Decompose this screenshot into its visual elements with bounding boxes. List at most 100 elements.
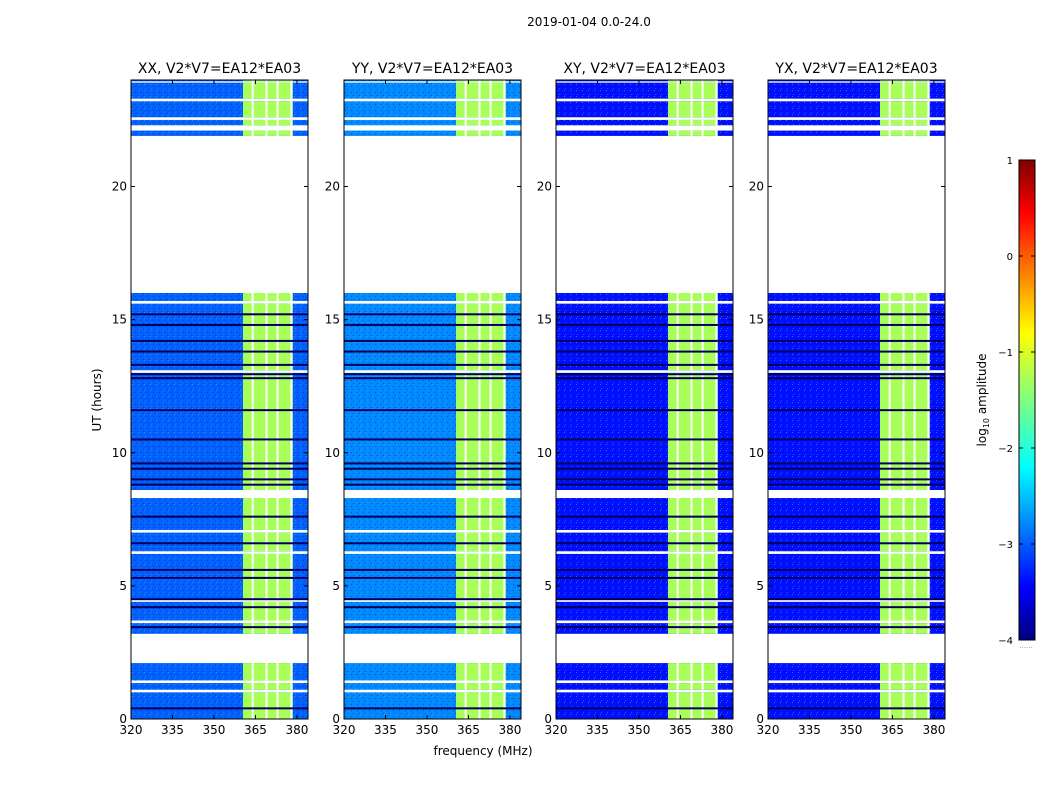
- flag-line: [131, 707, 308, 710]
- flagged-channel: [676, 130, 679, 136]
- rfi-band: [668, 692, 718, 719]
- flagged-channel: [503, 119, 506, 126]
- colorbar-footnote: ......: [1019, 642, 1032, 650]
- flagged-channel: [503, 130, 506, 136]
- rfi-band: [456, 498, 506, 530]
- flagged-channel: [290, 601, 293, 621]
- flag-line: [768, 606, 945, 609]
- rfi-band: [456, 80, 506, 82]
- x-tick-label: 320: [757, 723, 780, 737]
- flag-line: [131, 462, 308, 465]
- flag-line: [131, 576, 308, 579]
- rfi-band: [880, 80, 930, 82]
- rfi-band: [243, 101, 293, 118]
- colorbar-gradient: [1018, 159, 1036, 641]
- y-tick-label: 0: [332, 712, 340, 726]
- flag-line: [131, 373, 308, 376]
- flagged-channel: [290, 293, 293, 301]
- flagged-channel: [701, 601, 704, 621]
- flagged-channel: [489, 130, 492, 136]
- flag-line: [344, 462, 521, 465]
- flagged-channel: [265, 293, 268, 301]
- flagged-channel: [503, 293, 506, 301]
- flagged-channel: [251, 372, 254, 491]
- flagged-channel: [676, 623, 679, 634]
- flagged-channel: [503, 683, 506, 690]
- flag-line: [556, 323, 733, 326]
- flagged-channel: [927, 692, 930, 719]
- flagged-channel: [265, 80, 268, 82]
- data-texture: [344, 623, 521, 634]
- flagged-channel: [913, 498, 916, 530]
- flag-line: [768, 483, 945, 486]
- rfi-band: [668, 553, 718, 600]
- data-texture: [131, 130, 308, 136]
- flag-line: [556, 462, 733, 465]
- flag-line: [131, 483, 308, 486]
- flagged-channel: [290, 80, 293, 82]
- flagged-channel: [464, 498, 467, 530]
- flagged-channel: [902, 692, 905, 719]
- flagged-channel: [927, 372, 930, 491]
- flagged-channel: [888, 130, 891, 136]
- x-tick-label: 350: [416, 723, 439, 737]
- rfi-band: [880, 623, 930, 634]
- x-tick-label: 335: [798, 723, 821, 737]
- flagged-channel: [902, 119, 905, 126]
- flagged-channel: [489, 80, 492, 82]
- flagged-channel: [503, 82, 506, 99]
- flagged-channel: [927, 101, 930, 118]
- flagged-channel: [290, 303, 293, 371]
- data-texture: [344, 119, 521, 126]
- flagged-channel: [701, 623, 704, 634]
- data-texture: [131, 119, 308, 126]
- flagged-channel: [715, 119, 718, 126]
- flagged-channel: [290, 692, 293, 719]
- flagged-channel: [478, 82, 481, 99]
- flagged-channel: [489, 663, 492, 681]
- flagged-channel: [276, 498, 279, 530]
- flag-line: [344, 626, 521, 629]
- rfi-band: [880, 119, 930, 126]
- flag-line: [556, 467, 733, 470]
- y-axis-label: UT (hours): [90, 368, 104, 431]
- flagged-channel: [676, 119, 679, 126]
- flag-line: [768, 363, 945, 366]
- flagged-channel: [676, 303, 679, 371]
- x-tick-label: 335: [586, 723, 609, 737]
- flagged-channel: [690, 623, 693, 634]
- flagged-channel: [701, 293, 704, 301]
- flagged-channel: [913, 130, 916, 136]
- data-texture: [556, 293, 733, 301]
- rfi-band: [668, 663, 718, 681]
- flagged-channel: [489, 553, 492, 600]
- flagged-channel: [489, 623, 492, 634]
- y-tick-label: 5: [544, 579, 552, 593]
- flagged-channel: [701, 130, 704, 136]
- flag-line: [556, 350, 733, 353]
- rfi-band: [880, 601, 930, 621]
- flagged-channel: [902, 303, 905, 371]
- data-texture: [556, 683, 733, 690]
- flag-line: [768, 598, 945, 601]
- y-tick-label: 20: [325, 180, 340, 194]
- flagged-channel: [489, 692, 492, 719]
- flagged-channel: [888, 80, 891, 82]
- rfi-band: [456, 692, 506, 719]
- rfi-band: [880, 532, 930, 552]
- flagged-channel: [290, 553, 293, 600]
- x-tick-label: 365: [669, 723, 692, 737]
- flagged-channel: [927, 80, 930, 82]
- rfi-band: [456, 82, 506, 99]
- data-texture: [131, 683, 308, 690]
- data-texture: [556, 623, 733, 634]
- flagged-channel: [715, 372, 718, 491]
- rfi-band: [243, 498, 293, 530]
- flagged-channel: [927, 130, 930, 136]
- flagged-channel: [265, 303, 268, 371]
- rfi-band: [668, 683, 718, 690]
- flagged-channel: [251, 119, 254, 126]
- colorbar-label-suffix: amplitude: [975, 354, 989, 418]
- flagged-channel: [902, 372, 905, 491]
